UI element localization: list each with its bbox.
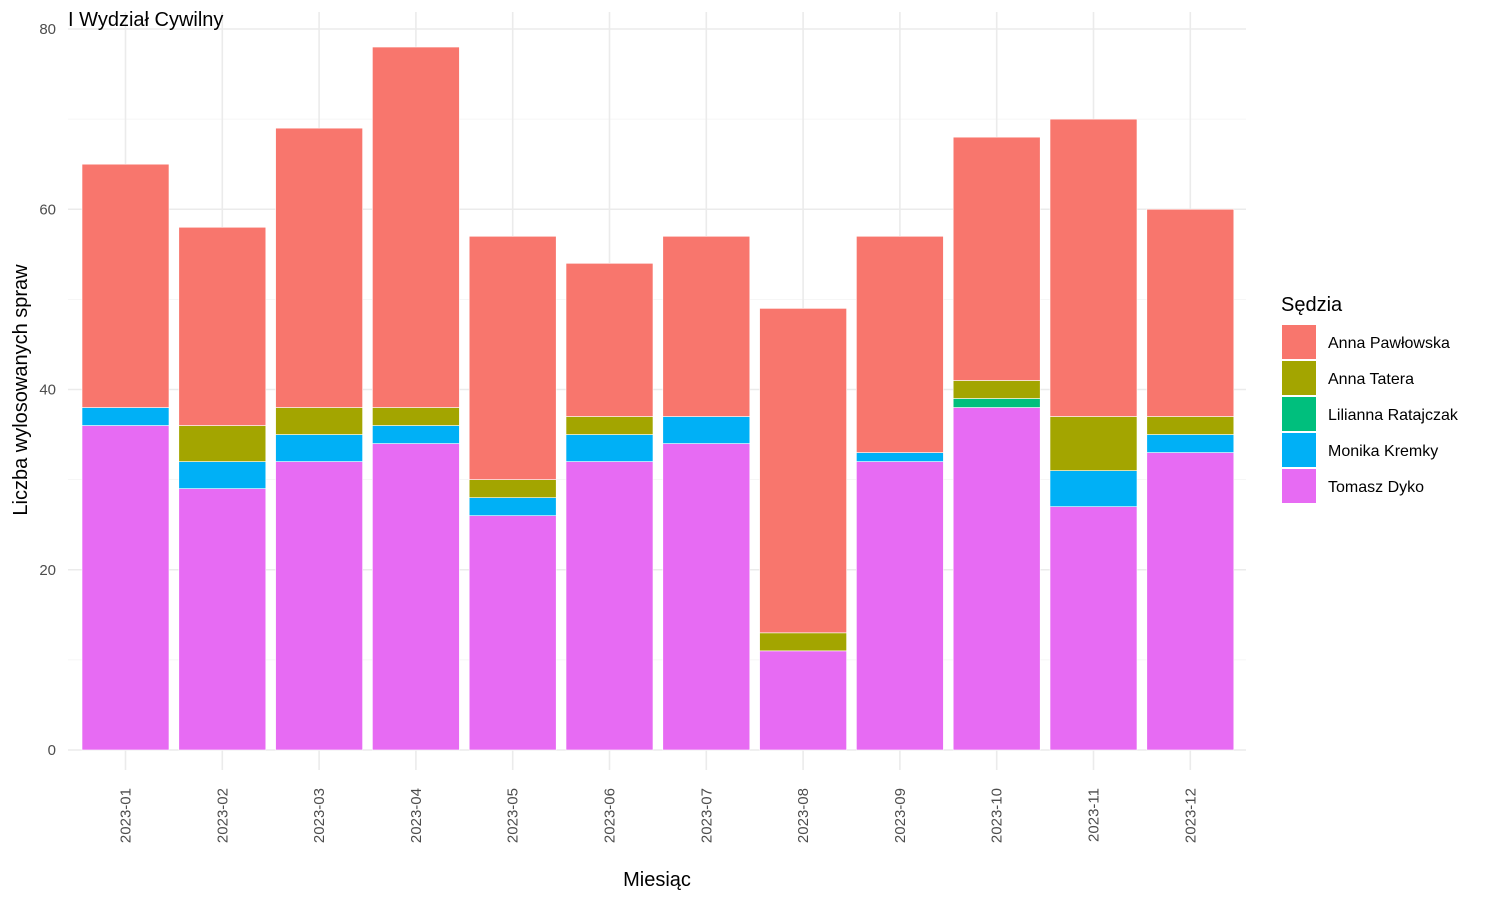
bar-segment xyxy=(1146,416,1235,435)
x-tick-label: 2023-06 xyxy=(602,788,619,843)
bar-segment xyxy=(1049,416,1138,471)
bar-segment xyxy=(1146,208,1235,417)
bar-segment xyxy=(468,235,557,480)
bar-segment xyxy=(565,434,654,462)
bar-segment xyxy=(1049,118,1138,417)
legend-swatch xyxy=(1282,325,1316,359)
bar-segment xyxy=(662,235,751,417)
legend-label: Anna Tatera xyxy=(1328,371,1414,388)
bar-segment xyxy=(1146,434,1235,453)
bar-segment xyxy=(1049,506,1138,751)
bar-segment xyxy=(952,380,1041,399)
bar-segment xyxy=(952,136,1041,381)
bar-segment xyxy=(372,407,460,426)
bar-segment xyxy=(1049,470,1138,507)
legend-swatch xyxy=(1282,469,1316,503)
bar-segment xyxy=(81,163,170,408)
legend-swatch xyxy=(1282,397,1316,431)
x-axis-title: Miesiąc xyxy=(623,869,691,891)
bars xyxy=(81,46,1235,751)
bar-segment xyxy=(856,235,944,453)
legend-label: Tomasz Dyko xyxy=(1328,479,1424,496)
bar-segment xyxy=(468,515,557,751)
y-tick-label: 0 xyxy=(48,742,56,759)
x-tick-label: 2023-01 xyxy=(118,788,135,843)
legend-label: Anna Pawłowska xyxy=(1328,335,1450,352)
bar-segment xyxy=(565,416,654,435)
y-tick-label: 20 xyxy=(39,562,56,579)
bar-segment xyxy=(372,425,460,444)
y-tick-label: 40 xyxy=(39,382,56,399)
bar-segment xyxy=(856,461,944,751)
legend-label: Monika Kremky xyxy=(1328,443,1438,460)
x-tick-label: 2023-12 xyxy=(1182,788,1199,843)
bar-segment xyxy=(662,443,751,751)
legend-swatch xyxy=(1282,433,1316,467)
legend-title: Sędzia xyxy=(1281,294,1343,316)
bar-segment xyxy=(662,416,751,444)
legend-label: Lilianna Ratajczak xyxy=(1328,407,1459,424)
bar-segment xyxy=(468,479,557,498)
bar-segment xyxy=(178,488,267,751)
bar-segment xyxy=(178,425,267,462)
x-tick-label: 2023-09 xyxy=(892,788,909,843)
y-tick-label: 60 xyxy=(39,201,56,218)
x-tick-label: 2023-07 xyxy=(698,788,715,843)
y-axis-title: Liczba wylosowanych spraw xyxy=(10,264,32,516)
bar-segment xyxy=(275,407,363,435)
chart-title: I Wydział Cywilny xyxy=(68,9,223,31)
bar-segment xyxy=(178,226,267,426)
bar-segment xyxy=(275,434,363,462)
bar-segment xyxy=(1146,452,1235,751)
bar-segment xyxy=(856,452,944,462)
bar-segment xyxy=(952,407,1041,751)
x-tick-label: 2023-04 xyxy=(408,788,425,843)
bar-segment xyxy=(565,263,654,417)
bar-segment xyxy=(759,650,847,751)
legend-swatch xyxy=(1282,361,1316,395)
x-tick-label: 2023-05 xyxy=(505,788,522,843)
bar-segment xyxy=(372,46,460,408)
bar-segment xyxy=(275,461,363,751)
y-axis-ticks: 0 20 40 60 80 xyxy=(39,21,56,759)
bar-segment xyxy=(275,127,363,408)
bar-segment xyxy=(81,407,170,426)
bar-segment xyxy=(81,425,170,751)
bar-segment xyxy=(759,308,847,634)
x-axis-ticks: 2023-01 2023-02 2023-03 2023-04 2023-05 2023-… xyxy=(118,788,1200,843)
x-tick-label: 2023-11 xyxy=(1086,788,1103,842)
x-tick-label: 2023-02 xyxy=(214,788,231,843)
bar-segment xyxy=(759,632,847,652)
x-tick-label: 2023-10 xyxy=(989,788,1006,843)
bar-segment xyxy=(178,461,267,489)
x-tick-label: 2023-03 xyxy=(311,788,328,843)
y-tick-label: 80 xyxy=(39,21,56,38)
x-tick-label: 2023-08 xyxy=(795,788,812,843)
bar-segment xyxy=(468,497,557,516)
bar-segment xyxy=(952,398,1041,408)
bar-segment xyxy=(372,443,460,751)
legend: Sędzia Anna Pawłowska Anna Tatera Lilianna… xyxy=(1281,294,1459,503)
bar-segment xyxy=(565,461,654,751)
